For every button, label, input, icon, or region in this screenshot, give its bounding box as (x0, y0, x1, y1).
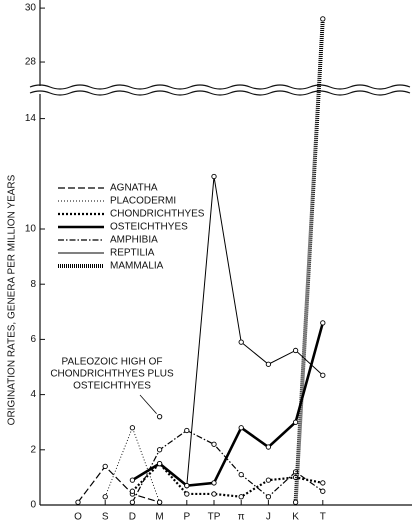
data-point (102, 463, 108, 470)
data-point (265, 444, 272, 450)
annotation-point (156, 413, 163, 420)
x-tick-label: D (129, 512, 136, 523)
y2-tick-label: 30 (25, 3, 37, 14)
y-tick-label: 4 (30, 389, 36, 400)
x-tick-label: M (155, 512, 163, 523)
y-tick-label: 10 (25, 224, 37, 235)
y-axis-label: ORIGINATION RATES, GENERA PER MILLION YE… (7, 174, 18, 425)
data-point (238, 494, 244, 500)
legend-label: REPTILIA (110, 248, 155, 259)
series-line (293, 18, 325, 503)
data-point (211, 173, 217, 180)
data-point (184, 483, 190, 489)
data-point (265, 477, 272, 483)
data-point (129, 488, 136, 494)
annotation-text: PALEOZOIC HIGH OF (62, 357, 163, 368)
data-point (320, 480, 326, 486)
data-point (265, 494, 272, 500)
x-tick-label: TP (208, 512, 221, 523)
legend-label: AMPHIBIA (110, 235, 158, 246)
legend-label: AGNATHA (110, 183, 158, 194)
data-point (292, 419, 299, 425)
data-point (292, 347, 299, 354)
series-line (104, 426, 161, 503)
data-point (129, 425, 136, 431)
x-tick-label: P (183, 512, 190, 523)
x-tick-label: T (320, 512, 326, 523)
axis-break (29, 90, 411, 96)
data-point (129, 477, 136, 483)
data-point (238, 339, 244, 345)
x-tick-label: O (74, 512, 82, 523)
legend-label: PLACODERMI (110, 196, 176, 207)
series-line (131, 322, 325, 488)
data-point (292, 499, 299, 505)
legend-label: CHONDRICHTHYES (110, 209, 205, 220)
data-point (184, 427, 190, 434)
annotation-text: CHONDRICHTHYES PLUS (50, 369, 174, 380)
y-tick-label: 14 (25, 113, 37, 124)
y2-tick-label: 28 (25, 57, 37, 68)
x-tick-label: π (238, 512, 245, 523)
y-tick-label: 6 (30, 334, 36, 345)
data-point (238, 425, 244, 431)
data-point (211, 441, 217, 447)
data-point (156, 460, 163, 467)
data-point (184, 491, 190, 497)
data-point (320, 16, 326, 22)
legend-label: MAMMALIA (110, 261, 164, 272)
annotation-text: OSTEICHTHYES (73, 381, 151, 392)
x-tick-label: K (292, 512, 299, 523)
series-line (186, 176, 324, 486)
data-point (320, 320, 326, 326)
y-tick-label: 2 (30, 444, 36, 455)
x-tick-label: S (102, 512, 109, 523)
data-point (156, 447, 163, 453)
data-point (265, 361, 272, 367)
data-point (238, 471, 244, 478)
y-tick-label: 8 (30, 279, 36, 290)
data-point (129, 499, 136, 505)
axis-break (29, 84, 411, 90)
data-point (211, 491, 217, 497)
data-point (156, 499, 163, 505)
data-point (102, 494, 108, 500)
x-tick-label: J (266, 512, 271, 523)
data-point (320, 488, 326, 494)
legend-label: OSTEICHTHYES (110, 222, 188, 233)
series-line (77, 465, 160, 503)
series-line (131, 429, 324, 503)
annotation-leader (139, 394, 157, 414)
y-tick-label: 0 (30, 500, 36, 511)
data-point (75, 499, 81, 505)
data-point (211, 480, 217, 486)
data-point (320, 372, 326, 378)
